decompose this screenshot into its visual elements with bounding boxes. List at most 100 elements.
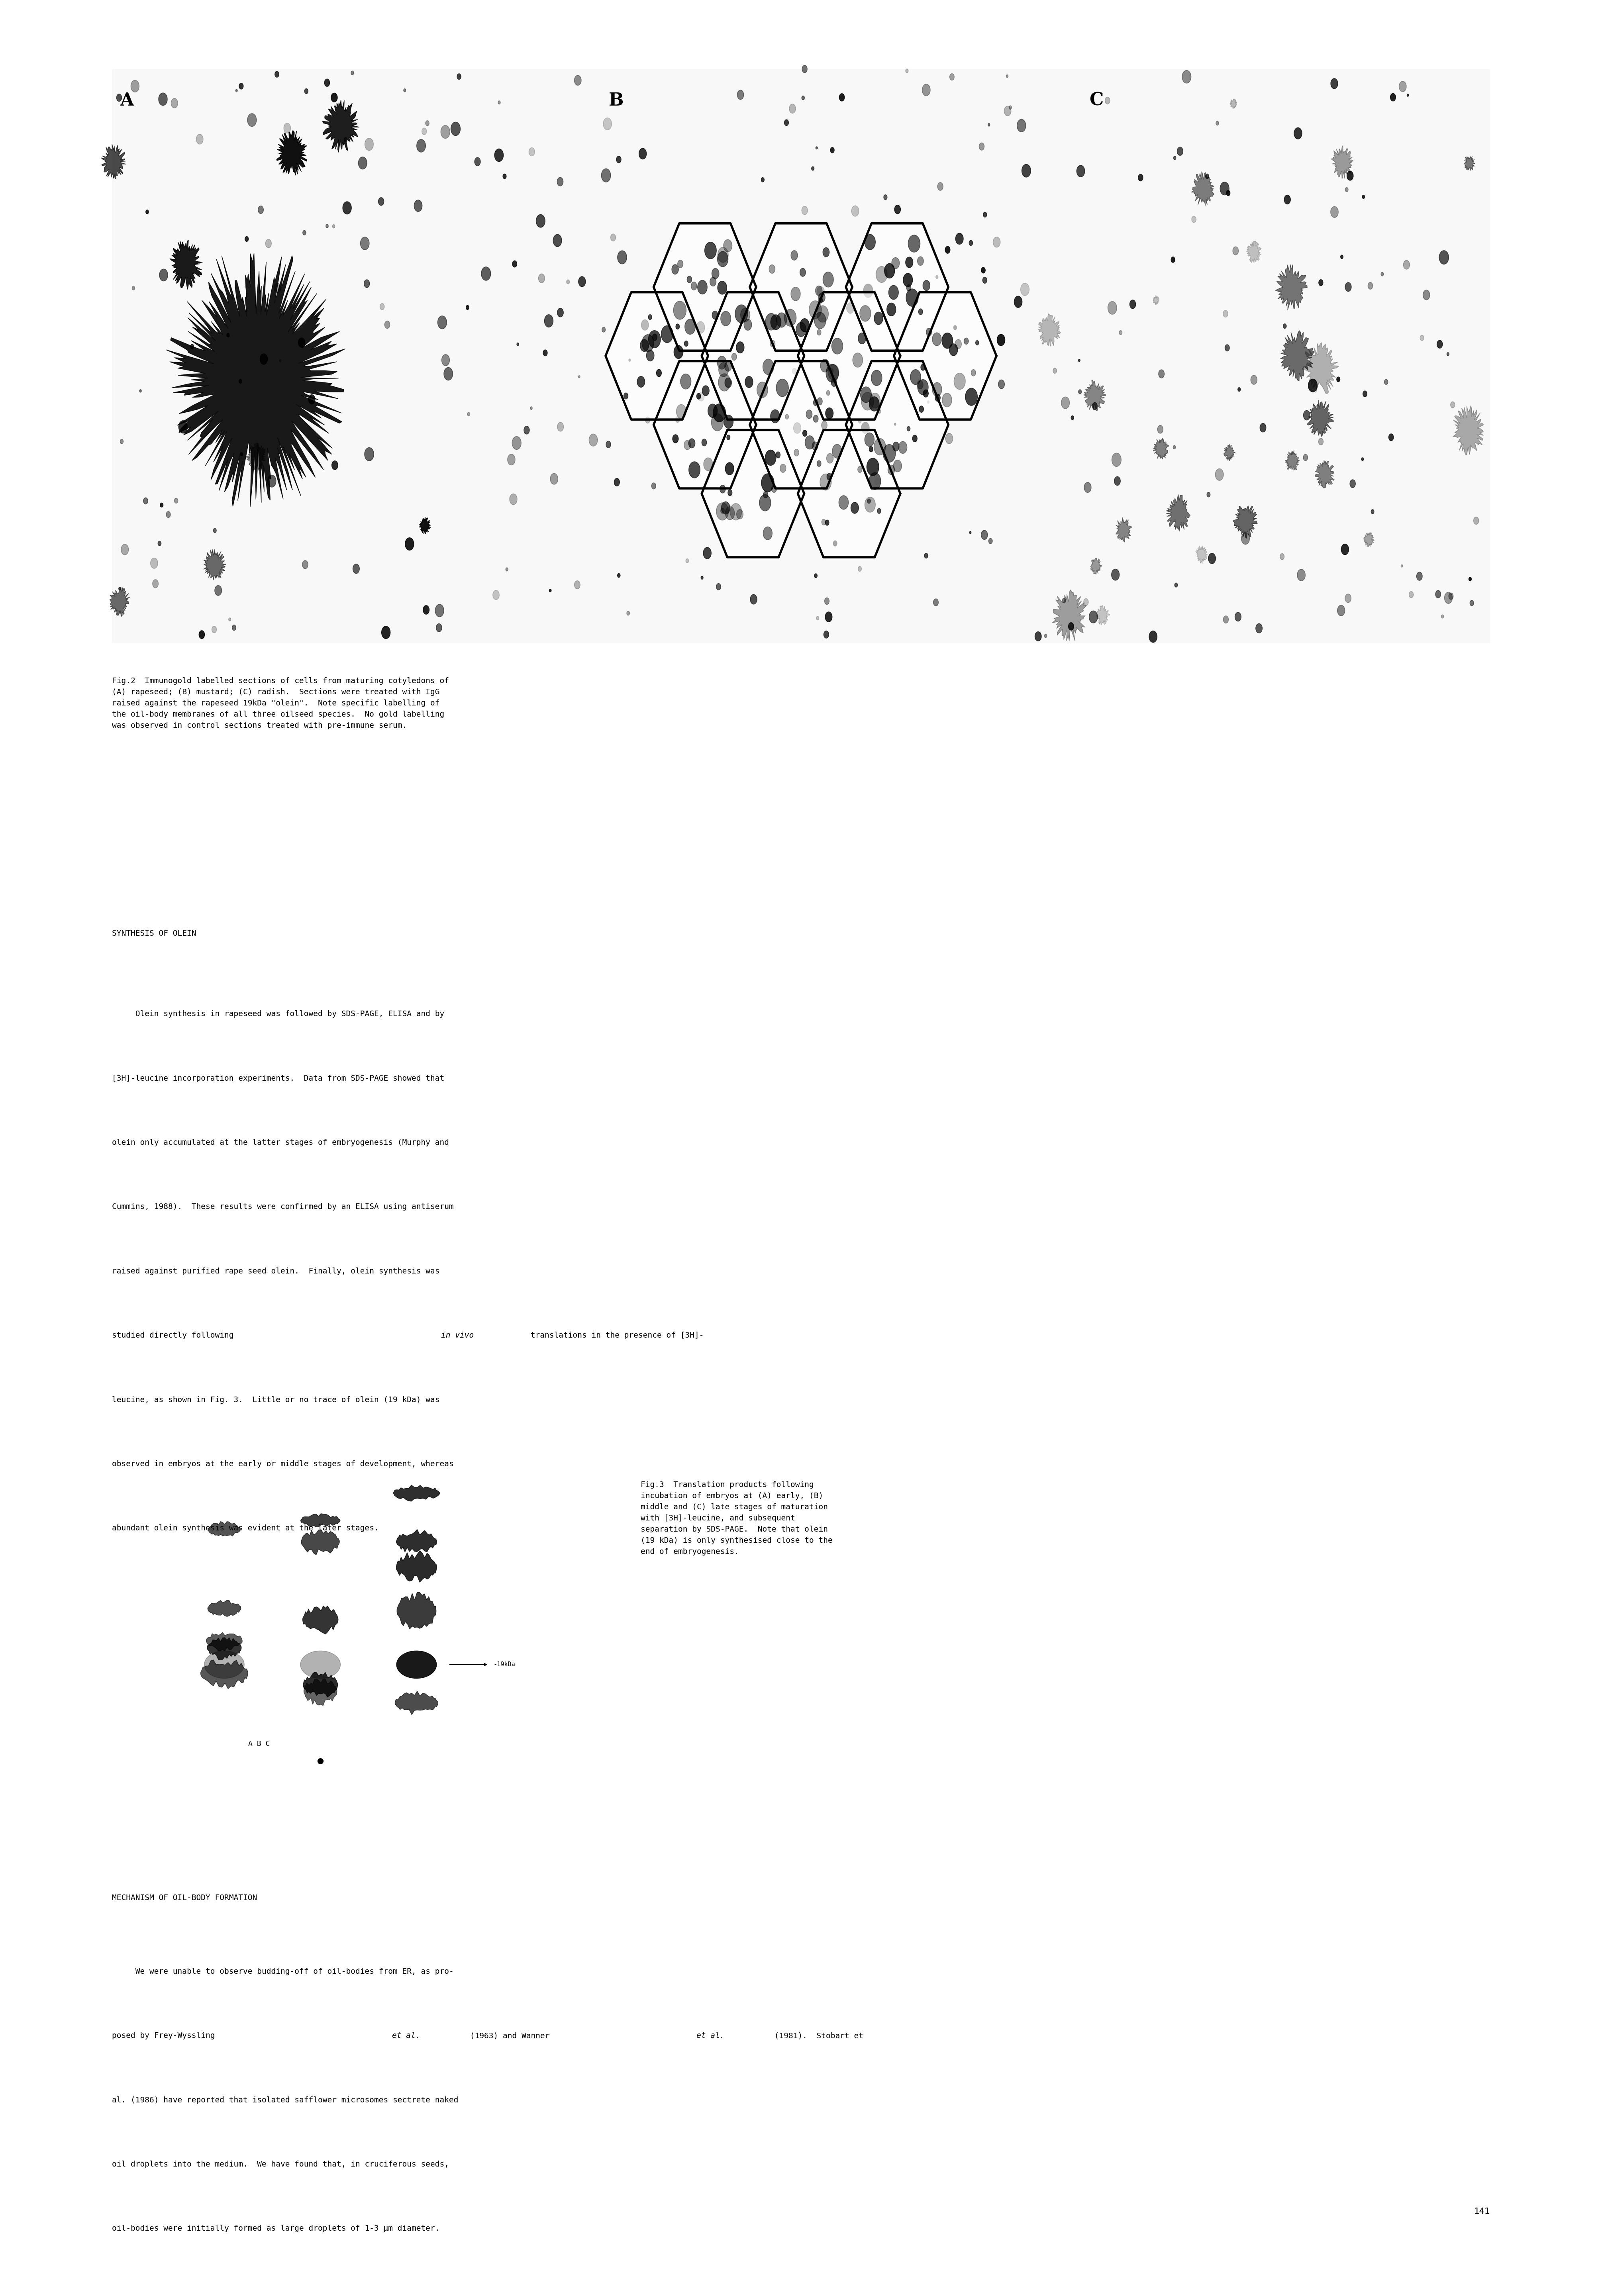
- Circle shape: [344, 138, 348, 142]
- Circle shape: [724, 239, 732, 253]
- Circle shape: [988, 537, 992, 544]
- Circle shape: [801, 207, 807, 216]
- Circle shape: [719, 484, 726, 494]
- Circle shape: [360, 236, 370, 250]
- Circle shape: [152, 579, 159, 588]
- Circle shape: [575, 581, 580, 590]
- Circle shape: [763, 491, 767, 498]
- Circle shape: [159, 542, 162, 546]
- Polygon shape: [1153, 439, 1169, 459]
- Circle shape: [239, 379, 242, 383]
- Circle shape: [1448, 592, 1453, 599]
- Circle shape: [1053, 367, 1057, 374]
- Circle shape: [538, 273, 545, 282]
- Circle shape: [481, 266, 490, 280]
- Circle shape: [495, 149, 503, 161]
- Circle shape: [1085, 482, 1091, 494]
- Circle shape: [950, 344, 958, 356]
- Circle shape: [1206, 491, 1210, 496]
- Circle shape: [689, 461, 700, 478]
- Polygon shape: [205, 1651, 245, 1678]
- Circle shape: [1399, 80, 1407, 92]
- Circle shape: [213, 528, 216, 533]
- Text: SYNTHESIS OF OLEIN: SYNTHESIS OF OLEIN: [112, 930, 197, 937]
- Text: posed by Frey-Wyssling: posed by Frey-Wyssling: [112, 2032, 219, 2039]
- Circle shape: [819, 298, 823, 303]
- Circle shape: [304, 90, 308, 94]
- Circle shape: [226, 333, 229, 338]
- Polygon shape: [1230, 99, 1237, 108]
- Circle shape: [923, 390, 929, 397]
- Circle shape: [574, 76, 582, 85]
- Circle shape: [982, 266, 985, 273]
- Circle shape: [878, 507, 881, 514]
- Circle shape: [945, 434, 953, 443]
- Circle shape: [996, 335, 1004, 347]
- Circle shape: [713, 310, 718, 319]
- Circle shape: [191, 344, 194, 349]
- Circle shape: [806, 411, 812, 418]
- Circle shape: [513, 436, 521, 450]
- Circle shape: [702, 439, 706, 445]
- Circle shape: [1014, 296, 1022, 308]
- Circle shape: [766, 312, 777, 331]
- Circle shape: [852, 207, 859, 216]
- Text: studied directly following: studied directly following: [112, 1332, 239, 1339]
- Circle shape: [936, 276, 939, 278]
- Circle shape: [260, 354, 268, 365]
- Circle shape: [199, 631, 205, 638]
- Circle shape: [681, 374, 690, 388]
- Circle shape: [1105, 96, 1110, 103]
- Circle shape: [812, 168, 814, 170]
- Text: Cummins, 1988).  These results were confirmed by an ELISA using antiserum: Cummins, 1988). These results were confi…: [112, 1203, 453, 1210]
- Circle shape: [743, 319, 751, 331]
- Circle shape: [918, 379, 928, 395]
- Circle shape: [365, 138, 373, 152]
- Circle shape: [763, 358, 774, 374]
- Circle shape: [642, 335, 654, 351]
- Circle shape: [884, 195, 888, 200]
- Circle shape: [819, 294, 825, 303]
- Circle shape: [740, 308, 750, 321]
- Circle shape: [867, 459, 879, 475]
- Circle shape: [737, 90, 743, 99]
- Circle shape: [1362, 195, 1365, 200]
- Circle shape: [359, 156, 367, 170]
- Polygon shape: [207, 1637, 242, 1660]
- Circle shape: [549, 473, 557, 484]
- Polygon shape: [301, 1513, 340, 1527]
- Circle shape: [678, 259, 682, 269]
- Circle shape: [785, 413, 788, 420]
- Circle shape: [860, 305, 871, 321]
- Polygon shape: [654, 360, 756, 489]
- Circle shape: [1389, 434, 1394, 441]
- Polygon shape: [750, 360, 852, 489]
- Polygon shape: [322, 101, 359, 152]
- Circle shape: [1347, 172, 1354, 181]
- Circle shape: [426, 122, 429, 126]
- Circle shape: [721, 501, 731, 514]
- Circle shape: [122, 544, 128, 556]
- Circle shape: [759, 494, 771, 512]
- Circle shape: [332, 92, 338, 101]
- Circle shape: [352, 565, 359, 574]
- Circle shape: [1072, 416, 1073, 420]
- Circle shape: [932, 383, 942, 397]
- Circle shape: [839, 496, 849, 510]
- Circle shape: [780, 464, 787, 473]
- Circle shape: [1222, 310, 1229, 317]
- Circle shape: [932, 333, 942, 347]
- Circle shape: [638, 377, 646, 388]
- Polygon shape: [207, 1632, 242, 1651]
- Polygon shape: [208, 1522, 240, 1536]
- Circle shape: [444, 367, 453, 381]
- Circle shape: [617, 574, 620, 576]
- Circle shape: [1437, 340, 1442, 349]
- Polygon shape: [1302, 342, 1339, 393]
- Circle shape: [799, 319, 809, 333]
- Circle shape: [1174, 583, 1177, 588]
- Polygon shape: [397, 1593, 436, 1630]
- Circle shape: [1006, 76, 1008, 78]
- Circle shape: [671, 264, 679, 273]
- Circle shape: [793, 422, 801, 434]
